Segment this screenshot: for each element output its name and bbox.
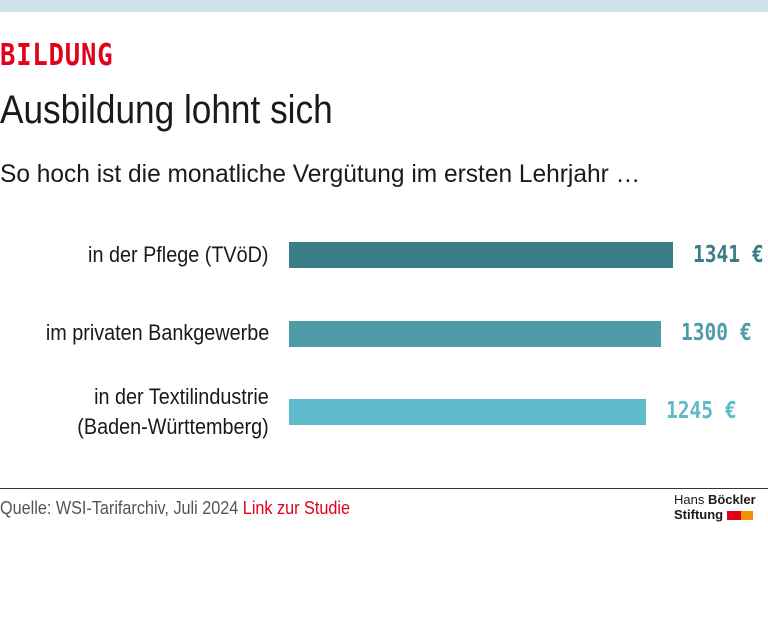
category-label-0: in der Pflege (TVöD) [88, 242, 269, 267]
kicker: BILDUNG [0, 38, 114, 73]
source-note: Quelle: WSI-Tarifarchiv, Juli 2024 Link … [0, 498, 350, 518]
category-label-2: in der Textilindustrie (Baden-Württemberg… [77, 384, 269, 439]
top-banner [0, 0, 768, 12]
bar-textilindustrie [289, 399, 646, 425]
bar-bankgewerbe [289, 321, 662, 347]
value-label-2: 1245 € [665, 398, 737, 424]
bar-pflege [289, 242, 673, 268]
chart-subtitle: So hoch ist die monatliche Vergütung im … [0, 160, 641, 188]
logo-red-square [726, 511, 741, 521]
study-link[interactable]: Link zur Studie [242, 498, 350, 518]
value-label-1: 1300 € [681, 320, 752, 346]
hans-boeckler-logo: Hans Böckler Stiftung [674, 492, 756, 522]
value-label-0: 1341 € [693, 242, 764, 268]
category-label-1: im privaten Bankgewerbe [45, 320, 269, 345]
logo-orange-square [740, 511, 753, 521]
footer-divider [0, 488, 768, 489]
chart-title: Ausbildung lohnt sich [0, 88, 333, 132]
